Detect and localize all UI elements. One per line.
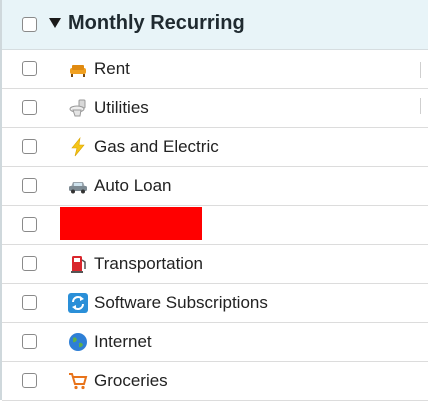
item-row[interactable] — [2, 206, 428, 245]
section-title: Monthly Recurring — [68, 12, 245, 34]
car-icon — [69, 182, 87, 194]
item-label: Groceries — [94, 371, 168, 390]
item-row[interactable]: Software Subscriptions — [2, 284, 428, 323]
item-label: Rent — [94, 59, 130, 78]
item-label: Gas and Electric — [94, 137, 219, 156]
globe-icon — [69, 333, 87, 351]
item-row[interactable]: Internet — [2, 323, 428, 362]
item-label: Transportation — [94, 254, 203, 273]
item-label: Auto Loan — [94, 176, 172, 195]
item-row[interactable]: Gas and Electric — [2, 128, 428, 167]
item-row[interactable]: Auto Loan — [2, 167, 428, 206]
lightning-icon — [71, 137, 85, 157]
item-row[interactable]: Groceries — [2, 362, 428, 401]
redacted-label — [60, 207, 202, 240]
cart-icon — [69, 373, 88, 390]
item-label: Utilities — [94, 98, 149, 117]
item-checkbox[interactable] — [22, 256, 37, 271]
item-row[interactable]: Rent — [2, 50, 428, 89]
item-label: Internet — [94, 332, 152, 351]
item-row[interactable]: Transportation — [2, 245, 428, 284]
collapse-toggle[interactable] — [49, 18, 61, 28]
item-checkbox[interactable] — [22, 295, 37, 310]
item-checkbox[interactable] — [22, 100, 37, 115]
item-checkbox[interactable] — [22, 334, 37, 349]
item-checkbox[interactable] — [22, 139, 37, 154]
section-header: Monthly Recurring — [2, 0, 428, 50]
item-checkbox[interactable] — [22, 373, 37, 388]
fuel-pump-icon — [71, 256, 86, 273]
item-row[interactable]: Utilities — [2, 89, 428, 128]
item-label: Software Subscriptions — [94, 293, 268, 312]
item-checkbox[interactable] — [22, 217, 37, 232]
refresh-icon — [68, 293, 88, 313]
couch-icon — [70, 65, 86, 77]
item-checkbox[interactable] — [22, 61, 37, 76]
divider — [420, 62, 421, 78]
toilet-icon — [69, 99, 86, 117]
item-checkbox[interactable] — [22, 178, 37, 193]
select-all-checkbox[interactable] — [22, 17, 37, 32]
divider — [420, 98, 421, 114]
